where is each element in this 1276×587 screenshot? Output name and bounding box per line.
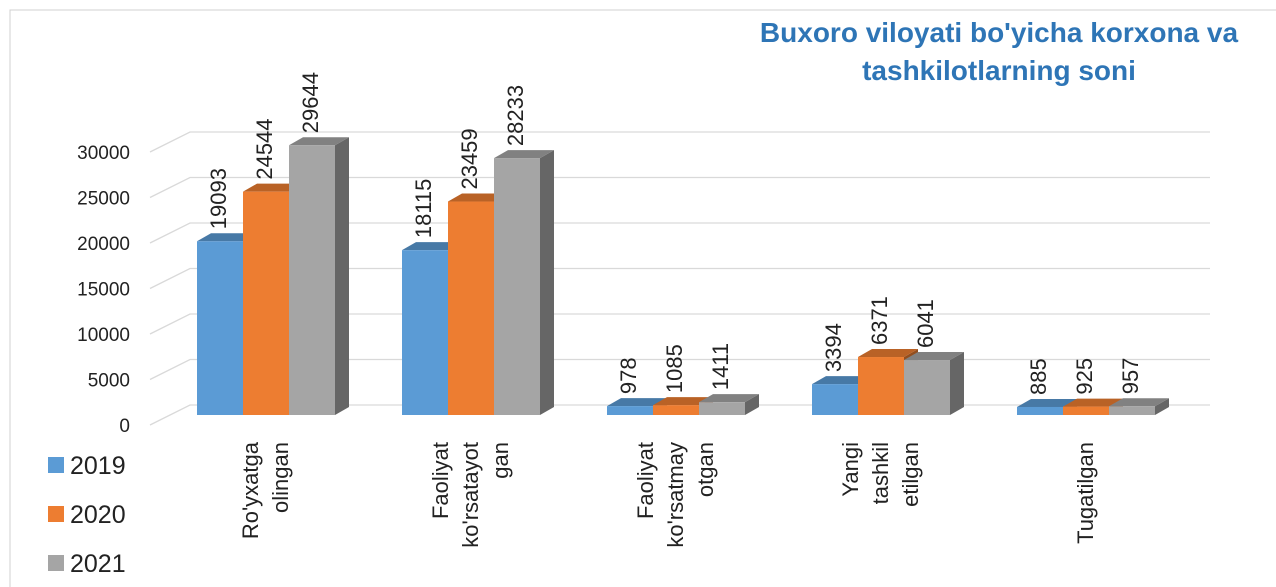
bar-top — [197, 233, 257, 242]
legend-swatch — [48, 506, 64, 522]
bar-top — [812, 376, 872, 385]
bar-front — [289, 145, 335, 415]
grid-line — [149, 313, 1210, 335]
bar-side — [1155, 398, 1169, 415]
bar-side — [745, 394, 759, 415]
bar-top — [494, 150, 554, 159]
value-label: 1411 — [708, 343, 733, 390]
y-tick-label: 10000 — [77, 325, 130, 346]
bar-front — [494, 158, 540, 415]
bar-front — [1109, 406, 1155, 415]
y-tick-label: 20000 — [77, 234, 130, 255]
bar-top — [1063, 398, 1123, 407]
bar-top — [243, 183, 303, 192]
bar-top — [607, 398, 667, 407]
value-label: 28233 — [503, 85, 528, 146]
bar-top — [858, 349, 918, 358]
bar-front — [1017, 406, 1063, 415]
bar-front — [1063, 406, 1109, 415]
grid-line — [149, 131, 1210, 153]
grid-line — [149, 176, 1210, 199]
value-label: 29644 — [298, 72, 323, 133]
bar — [494, 150, 554, 415]
chart-border — [9, 9, 1276, 587]
bar-side — [950, 352, 964, 415]
legend-swatch — [48, 457, 64, 473]
y-tick-label: 15000 — [77, 280, 130, 301]
legend-label: 2020 — [70, 501, 126, 529]
value-label: 3394 — [821, 323, 846, 372]
y-tick-label: 0 — [119, 416, 130, 437]
bar-top — [904, 352, 964, 361]
value-label: 957 — [1118, 358, 1143, 395]
value-label: 6371 — [867, 296, 892, 345]
value-label: 978 — [616, 357, 641, 394]
x-tick-label: Yangi tashkil etilgan — [838, 442, 923, 507]
x-tick-label: Faoliyat ko'rsatmay otgan — [633, 442, 718, 548]
legend-label: 2019 — [70, 452, 126, 480]
bar-top — [402, 242, 462, 251]
bar — [289, 137, 349, 415]
x-tick-label: Faoliyat ko'rsatayot gan — [428, 442, 513, 548]
bar-front — [402, 250, 448, 415]
bar-front — [812, 384, 858, 415]
bar-side — [335, 137, 349, 415]
bar-front — [197, 241, 243, 415]
bar-top — [653, 397, 713, 406]
bar-front — [448, 201, 494, 415]
bar-front — [607, 406, 653, 415]
bar-top — [448, 193, 508, 202]
bar-top — [699, 394, 759, 403]
y-tick-label: 25000 — [77, 189, 130, 210]
bar-front — [699, 402, 745, 415]
value-label: 18115 — [411, 179, 436, 239]
chart-title: Buxoro viloyati bo'yicha korxona va tash… — [759, 17, 1239, 86]
legend-swatch — [48, 555, 64, 571]
value-label: 6041 — [913, 299, 938, 348]
value-label: 23459 — [457, 128, 482, 189]
value-label: 24544 — [252, 118, 277, 179]
bar-top — [1017, 398, 1077, 407]
legend-label: 2021 — [70, 550, 126, 578]
bar — [1109, 398, 1169, 415]
bar — [904, 352, 964, 415]
y-tick-label: 5000 — [88, 371, 130, 392]
bar — [699, 394, 759, 415]
bar-side — [540, 150, 554, 415]
bar-front — [243, 191, 289, 415]
value-label: 925 — [1072, 358, 1097, 395]
x-tick-label: Ro'yxatga olingan — [238, 441, 293, 539]
value-label: 885 — [1026, 358, 1051, 395]
bar-top — [1109, 398, 1169, 407]
bar-front — [858, 357, 904, 415]
value-label: 19093 — [206, 168, 231, 229]
bar-front — [653, 405, 699, 415]
value-label: 1085 — [662, 344, 687, 393]
grid-line — [149, 267, 1210, 290]
x-tick-label: Tugatilgan — [1073, 442, 1098, 544]
y-tick-label: 30000 — [77, 143, 130, 164]
bar-top — [289, 137, 349, 146]
grid-line — [149, 222, 1210, 244]
bar-front — [904, 360, 950, 415]
